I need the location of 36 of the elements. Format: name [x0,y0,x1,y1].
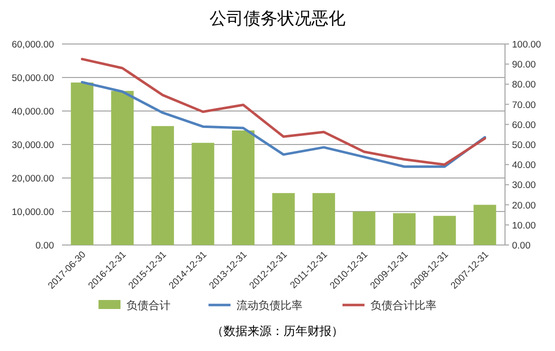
line-series [80,58,486,166]
y2-tick-label: 0.00 [512,240,530,252]
y-tick-label: 30,000.00 [12,140,54,151]
legend-label: 负债合计比率 [370,299,436,312]
bar [232,130,255,245]
y-tick-label: 50,000.00 [12,73,54,84]
y2-tick-label: 50.00 [512,140,536,151]
bar [272,193,295,245]
y-tick-label: 10,000.00 [12,207,54,218]
y2-tick-label: 40.00 [512,160,536,172]
y2-tick-label: 20.00 [512,200,536,212]
bar [433,216,456,245]
y2-tick-label: 100.00 [512,40,542,50]
legend-label: 流动负债比率 [236,299,302,312]
bar [151,126,174,245]
legend-label: 负债合计 [126,299,170,312]
y-tick-label: 60,000.00 [12,40,54,50]
chart-title: 公司债务状况恶化 [210,9,346,28]
bar [312,193,336,245]
bar [352,212,376,245]
y2-tick-label: 60.00 [512,120,536,131]
bar [111,90,134,245]
bar [393,213,416,245]
y2-tick-label: 10.00 [512,220,536,232]
y2-tick-label: 30.00 [512,180,536,192]
y-tick-label: 20,000.00 [12,174,54,184]
y2-tick-label: 80.00 [512,80,536,91]
y-tick-label: 0.00 [36,240,54,252]
bar [474,204,496,245]
y2-tick-label: 70.00 [512,100,536,111]
y-tick-label: 40,000.00 [12,106,54,118]
bar [70,82,94,245]
y2-tick-label: 90.00 [512,60,536,71]
line-series [80,80,486,168]
bar [192,142,214,245]
text: （数据来源：历年财报） [212,324,344,338]
